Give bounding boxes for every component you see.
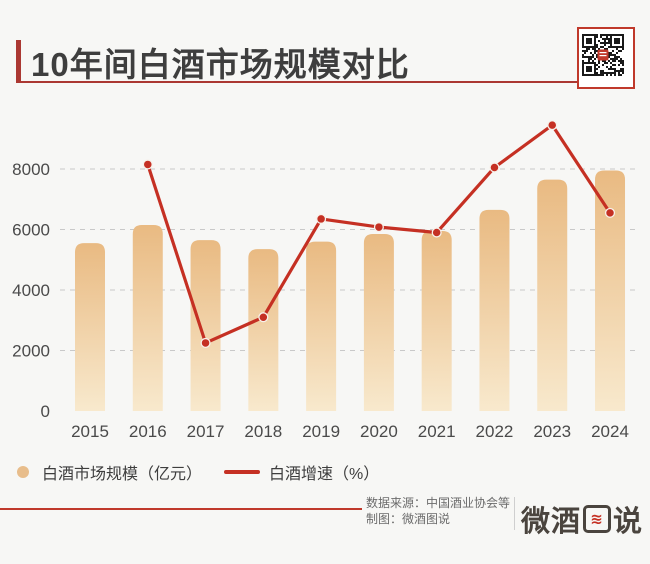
chart-credit-text: 制图：微酒图说 [366, 511, 451, 526]
legend-line-icon [224, 470, 261, 474]
logo-text-right: 说 [613, 506, 644, 538]
bar [537, 179, 568, 411]
legend-dot-icon [17, 466, 29, 478]
footer-divider [514, 497, 515, 530]
data-point-marker [604, 207, 616, 218]
x-tick-label: 2022 [476, 422, 514, 441]
x-tick-label: 2019 [302, 422, 340, 441]
source-block: 数据来源：中国酒业协会等 制图：微酒图说 [366, 496, 510, 527]
header-rule [16, 81, 634, 83]
data-point-marker [489, 162, 500, 173]
y-tick-label: 0 [41, 402, 50, 421]
legend-label-growth-rate: 白酒增速（%） [269, 466, 380, 483]
x-tick-label: 2021 [418, 422, 456, 441]
data-point-marker [258, 312, 269, 323]
wave-icon: ≋ [590, 510, 604, 528]
logo-text-left: 微酒 [521, 506, 582, 538]
logo-tu-box: ≋ [583, 505, 612, 533]
data-source-text: 数据来源：中国酒业协会等 [366, 496, 511, 510]
chart-legend: 白酒市场规模（亿元） 白酒增速（%） [17, 460, 379, 484]
x-tick-label: 2023 [533, 422, 571, 441]
data-point-marker [200, 337, 211, 348]
y-tick-label: 6000 [12, 221, 50, 240]
x-tick-label: 2017 [187, 422, 225, 441]
bar [132, 224, 163, 411]
x-tick-label: 2018 [244, 422, 282, 441]
legend-item-growth-rate: 白酒增速（%） [202, 460, 379, 484]
bar [363, 234, 394, 411]
bar [421, 231, 452, 411]
bar [595, 170, 626, 411]
qr-pattern [582, 34, 624, 76]
page-title: 10年间白酒市场规模对比 [31, 46, 410, 83]
data-point-marker [142, 159, 153, 170]
bar [479, 209, 510, 411]
data-point-marker [431, 227, 442, 238]
y-tick-label: 4000 [12, 281, 50, 300]
legend-item-market-size: 白酒市场规模（亿元） [17, 460, 202, 484]
bar [248, 249, 279, 411]
x-tick-label: 2015 [71, 422, 109, 441]
header-accent-bar [16, 40, 21, 82]
data-point-marker [547, 120, 558, 131]
x-tick-label: 2024 [591, 422, 629, 441]
qr-code [577, 27, 635, 89]
bar [190, 240, 221, 411]
y-tick-label: 8000 [12, 160, 50, 179]
x-tick-label: 2016 [129, 422, 167, 441]
brand-logo: 微酒 ≋ 说 [521, 498, 643, 540]
bar [75, 243, 105, 411]
legend-label-market-size: 白酒市场规模（亿元） [42, 466, 203, 483]
y-tick-label: 2000 [12, 342, 50, 361]
bar [306, 241, 337, 411]
x-tick-label: 2020 [360, 422, 398, 441]
data-point-marker [316, 213, 327, 224]
data-point-marker [373, 222, 384, 233]
footer-rule [0, 508, 362, 510]
